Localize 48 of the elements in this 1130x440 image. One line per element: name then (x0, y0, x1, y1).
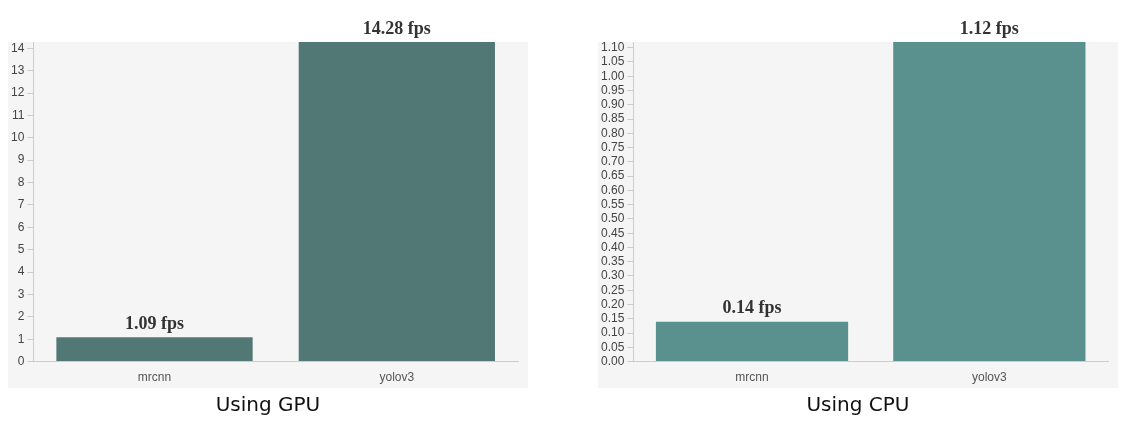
y-tick-label: 0.75 (601, 139, 625, 154)
y-tick-label: 0 (17, 353, 25, 368)
data-label: 0.14 fps (722, 297, 782, 318)
text: Using GPU (214, 392, 322, 416)
y-tick-label: 0.15 (601, 311, 625, 326)
y-tick-label: 6 (17, 219, 25, 234)
y-tick-label: 0.20 (601, 296, 625, 311)
y-tick-label: 10 (10, 130, 25, 145)
y-tick-label: 0.60 (601, 182, 625, 197)
text: Using CPU (805, 392, 911, 416)
y-tick-label: 0.95 (601, 82, 625, 97)
x-tick-label: mrcnn (137, 370, 172, 385)
y-tick-label: 0.55 (601, 196, 625, 211)
y-tick-label: 0.35 (601, 254, 625, 269)
y-tick-label: 0.80 (601, 125, 625, 140)
y-tick-label: 0.25 (601, 282, 625, 297)
y-tick-label: 1.10 (601, 40, 625, 55)
data-label: 1.09 fps (125, 312, 185, 333)
y-tick-label: 4 (17, 264, 25, 279)
y-tick-label: 13 (10, 62, 25, 77)
y-tick-label: 0.30 (601, 268, 625, 283)
y-tick-label: 5 (17, 242, 25, 257)
y-tick-label: 0.05 (601, 339, 625, 354)
y-tick-label: 0.85 (601, 111, 625, 126)
y-tick-label: 12 (10, 85, 25, 100)
y-tick-label: 0.00 (601, 353, 625, 368)
data-label: 14.28 fps (362, 17, 431, 38)
y-tick-label: 0.40 (601, 239, 625, 254)
y-tick-label: 14 (10, 40, 25, 55)
x-tick-label: yolov3 (379, 370, 415, 385)
y-tick-label: 3 (17, 286, 25, 301)
y-tick-label: 7 (17, 197, 25, 212)
y-tick-label: 8 (17, 174, 25, 189)
y-tick-label: 1 (17, 331, 25, 346)
y-tick-label: 0.50 (601, 211, 625, 226)
y-tick-label: 0.45 (601, 225, 625, 240)
y-tick-label: 1.05 (601, 54, 625, 69)
x-tick-label: yolov3 (972, 370, 1008, 385)
y-tick-label: 0.10 (601, 325, 625, 340)
y-tick-label: 0.65 (601, 168, 625, 183)
y-tick-label: 1.00 (601, 68, 625, 83)
y-tick-label: 2 (17, 309, 25, 324)
y-tick-label: 0.70 (601, 154, 625, 169)
data-label: 1.12 fps (959, 17, 1019, 38)
x-tick-label: mrcnn (735, 370, 769, 385)
y-tick-label: 11 (11, 107, 25, 122)
y-tick-label: 9 (17, 152, 25, 167)
y-tick-label: 0.90 (601, 97, 625, 112)
